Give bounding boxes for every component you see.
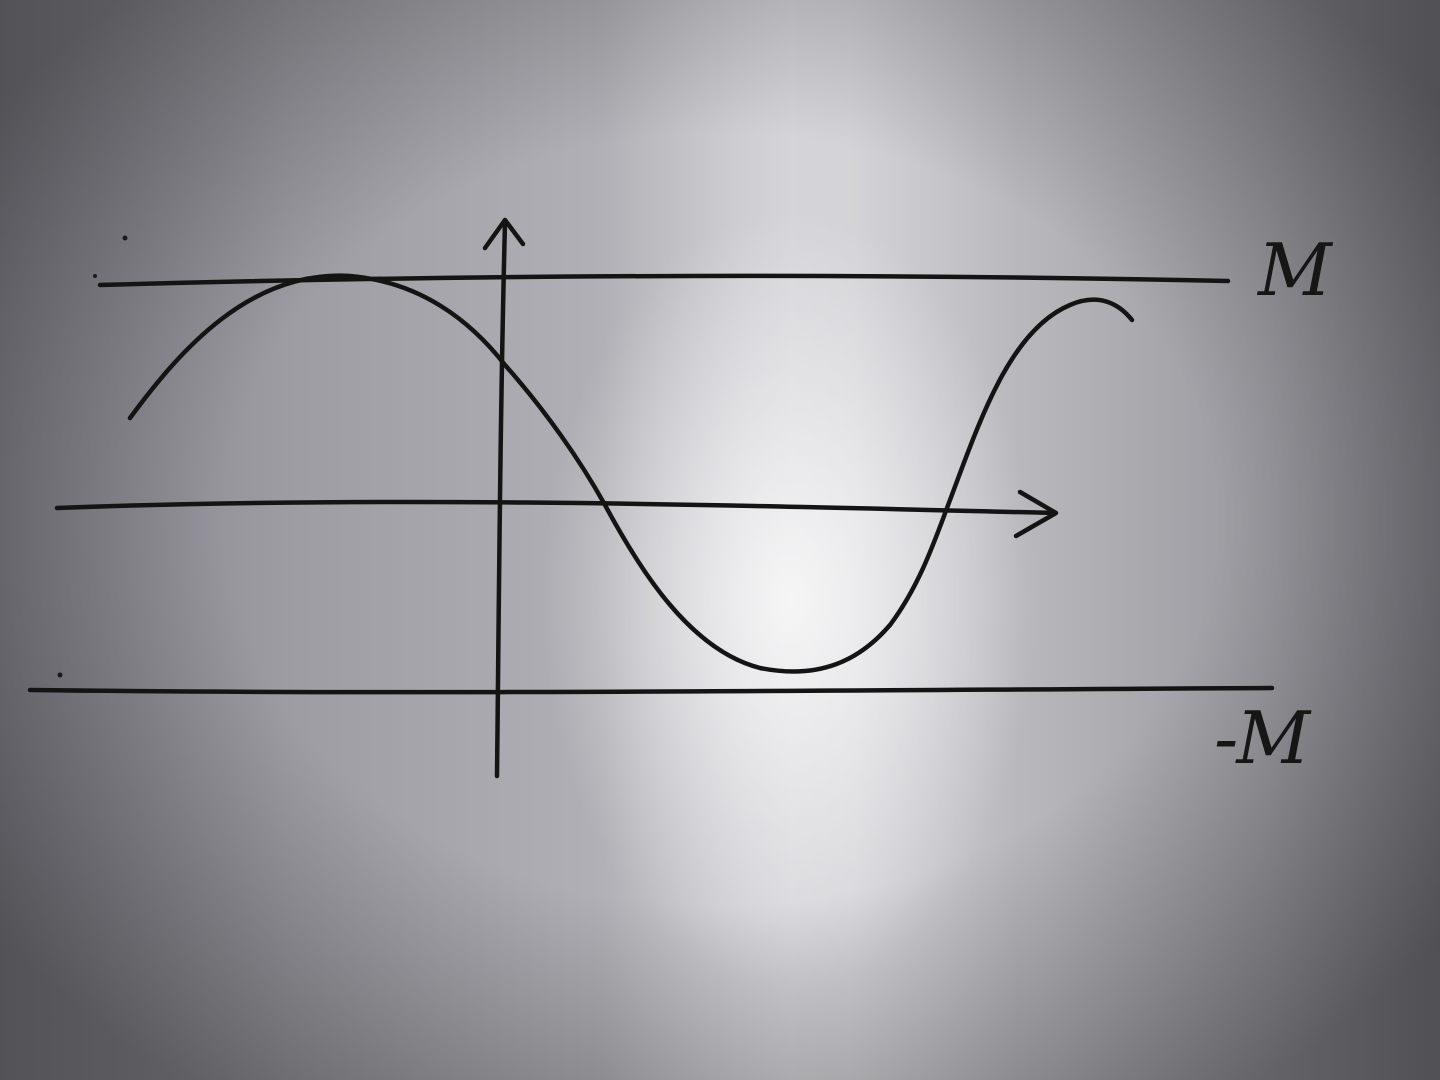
sine-curve bbox=[127, 273, 1135, 674]
stray-dot bbox=[57, 672, 63, 678]
upper-bound-label: M bbox=[1258, 228, 1332, 312]
lower-bound-label: -M bbox=[1214, 696, 1310, 780]
y-axis bbox=[494, 219, 508, 779]
x-axis bbox=[54, 499, 1058, 516]
y-axis-arrowhead bbox=[482, 217, 526, 251]
stray-dot bbox=[93, 274, 97, 278]
light-glare bbox=[600, 0, 1020, 1080]
stray-dot bbox=[122, 235, 128, 241]
lower-bound-line bbox=[27, 685, 1275, 695]
x-axis-arrowhead bbox=[1013, 489, 1059, 539]
upper-bound-line bbox=[97, 273, 1231, 288]
